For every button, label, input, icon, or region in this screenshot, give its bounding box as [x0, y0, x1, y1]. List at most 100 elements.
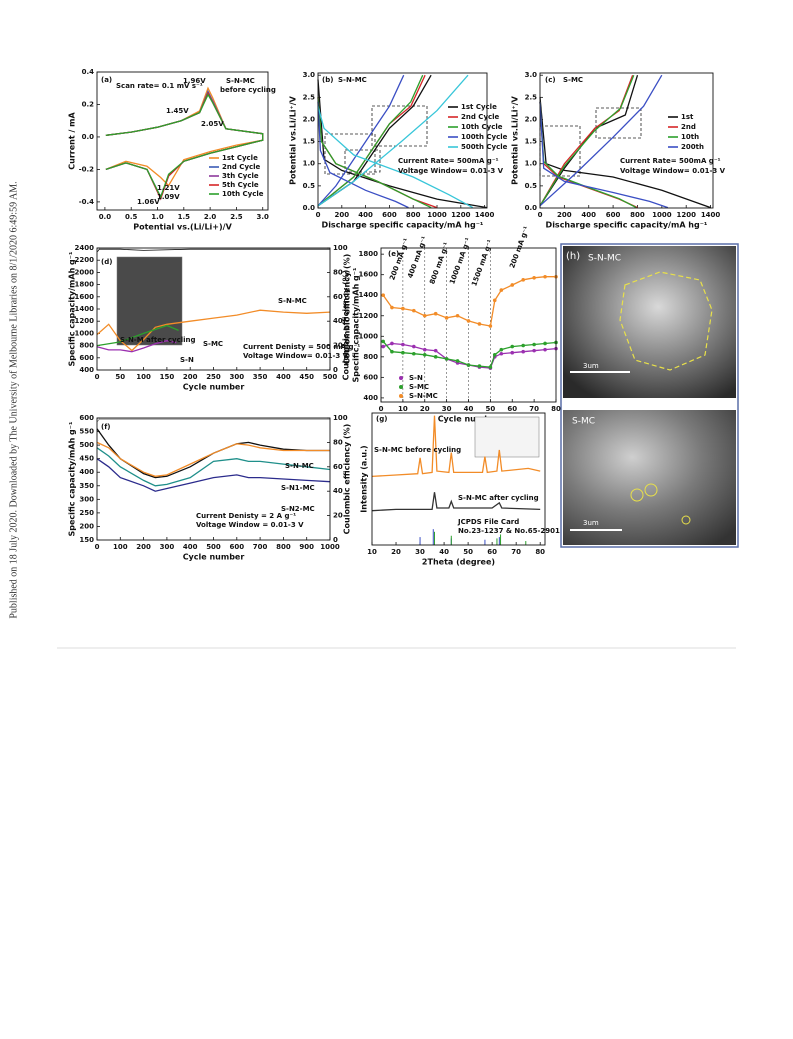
- x-tick-label: 20: [420, 405, 430, 413]
- series-marker: [499, 351, 504, 356]
- x-axis-label: Discharge specific capacity/mA hg⁻¹: [322, 221, 484, 230]
- x-tick-label: 10: [367, 548, 377, 556]
- series-line: [96, 309, 331, 352]
- annotation: 2.05V: [201, 120, 224, 128]
- x-tick-label: 400: [358, 211, 373, 219]
- series-marker: [499, 347, 504, 352]
- x-tick-label: 700: [253, 543, 268, 551]
- zoom-box: [595, 107, 642, 139]
- series-label: S-N-MC: [285, 462, 314, 470]
- legend-swatch: [399, 394, 403, 398]
- inset: [116, 256, 183, 346]
- scale-label: 3um: [583, 519, 599, 527]
- y2-tick-label: 20: [333, 512, 343, 520]
- series-marker: [455, 359, 460, 363]
- x-tick-label: 800: [276, 543, 291, 551]
- highlight: [681, 515, 691, 525]
- series-marker: [422, 347, 427, 352]
- y2-axis-label: Coulombic efficiency (%): [342, 270, 351, 381]
- y-tick-label: -0.2: [79, 165, 94, 173]
- annotation: Current Rate= 500mA g⁻¹: [620, 157, 721, 165]
- y-tick-label: 1000: [75, 329, 95, 337]
- x-tick-label: 1400: [475, 211, 495, 219]
- highlight: [619, 271, 713, 371]
- y2-tick-label: 40: [333, 317, 343, 325]
- annotation: S-N-MC: [226, 77, 255, 85]
- series-marker: [401, 350, 405, 355]
- y2-tick-label: 80: [333, 268, 343, 276]
- annotation: (g): [376, 415, 387, 423]
- chart-panel: 10 20 30 40 50 60 70 80 2Theta (degree) Intensity…: [360, 412, 560, 567]
- series-marker: [532, 275, 536, 280]
- series-label: S-N-MC: [278, 297, 307, 305]
- series-marker: [466, 319, 471, 323]
- plot-frame: [380, 247, 557, 403]
- x-tick-label: 200: [557, 211, 572, 219]
- y2-tick-label: 100: [333, 244, 348, 252]
- image-label: S-MC: [572, 417, 595, 427]
- annotation: Current Rate= 500mA g⁻¹: [398, 157, 499, 165]
- chart-panel: 0 200 400 600 800 1000 1200 1400 0.0 0.5 1.0 1.5 2.0…: [289, 71, 508, 229]
- y-tick-label: 2.0: [303, 115, 316, 123]
- margin-note: Published on 18 July 2020. Downloaded by…: [8, 181, 19, 618]
- y-tick-label: 800: [363, 353, 378, 361]
- y-tick-label: 2.5: [303, 93, 316, 101]
- x-axis-label: Potential vs.(Li/Li+)/V: [133, 223, 232, 232]
- y-tick-label: 150: [79, 536, 94, 544]
- y2-tick-label: 60: [333, 293, 343, 301]
- inset: [474, 416, 540, 458]
- series-line: [382, 276, 556, 327]
- series-marker: [381, 339, 385, 344]
- y2-tick-label: 20: [333, 342, 343, 350]
- y2-tick-label: 60: [333, 463, 343, 471]
- annotation: 1000 mA g⁻¹: [448, 237, 472, 286]
- y2-tick-label: 100: [333, 414, 348, 422]
- series-marker: [433, 348, 438, 353]
- annotation: (e): [388, 250, 399, 258]
- series-line: [96, 441, 330, 477]
- y-tick-label: 400: [79, 468, 94, 476]
- series-line: [317, 74, 432, 209]
- y-tick-label: 0.5: [525, 182, 538, 190]
- series-marker: [543, 347, 547, 352]
- x-tick-label: 500: [206, 543, 221, 551]
- series-line: [317, 74, 474, 209]
- series-marker: [381, 344, 385, 349]
- series-line: [96, 447, 331, 487]
- x-tick-label: 200: [136, 543, 151, 551]
- y-tick-label: 2200: [75, 256, 95, 264]
- x-tick-label: 300: [160, 543, 175, 551]
- x-tick-label: 30: [442, 405, 452, 413]
- legend-label: 1st: [681, 113, 694, 121]
- y-tick-label: 1.5: [303, 138, 316, 146]
- annotation: Voltage Window= 0.01-3 V: [398, 167, 504, 175]
- series-label: S-N2-MC: [281, 505, 315, 513]
- y-tick-label: 0.0: [525, 204, 538, 212]
- y-tick-label: 600: [79, 354, 94, 362]
- series-marker: [422, 313, 427, 318]
- y-tick-label: 1800: [359, 250, 379, 258]
- x-tick-label: 1200: [676, 211, 696, 219]
- x-tick-label: 1.5: [178, 213, 191, 221]
- y-tick-label: 3.0: [525, 71, 538, 79]
- legend-label: 2nd: [681, 123, 696, 131]
- x-tick-label: 50: [486, 405, 496, 413]
- annotation: S-N-MC: [338, 76, 367, 84]
- series-marker: [532, 348, 536, 353]
- series-line: [96, 324, 179, 347]
- x-tick-label: 900: [299, 543, 314, 551]
- y-tick-label: 1.0: [525, 160, 538, 168]
- legend-label: 1st Cycle: [461, 103, 497, 111]
- series-marker: [444, 357, 449, 361]
- y2-tick-label: 40: [333, 487, 343, 495]
- x-tick-label: 80: [535, 548, 545, 556]
- x-tick-label: 40: [439, 548, 449, 556]
- series-line: [382, 340, 557, 368]
- x-tick-label: 500: [323, 373, 338, 381]
- series-marker: [466, 363, 471, 367]
- y-tick-label: 2.5: [525, 93, 538, 101]
- annotation: (d): [101, 258, 112, 266]
- x-tick-label: 1000: [652, 211, 672, 219]
- y-tick-label: 0.0: [82, 133, 95, 141]
